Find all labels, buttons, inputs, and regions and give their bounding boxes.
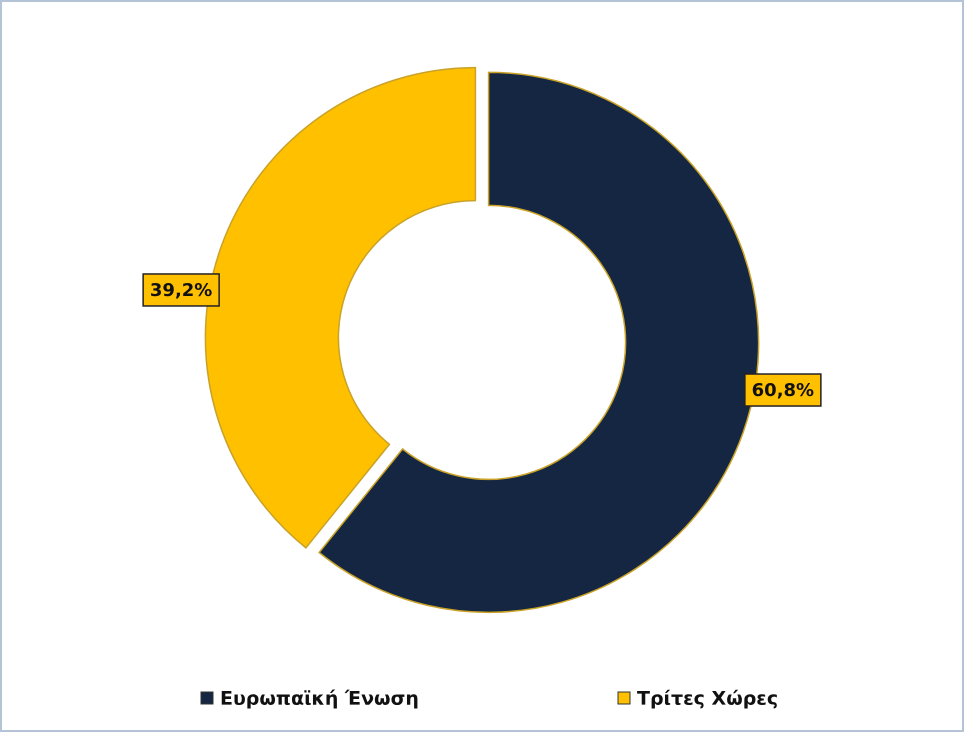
legend-label: Τρίτες Χώρες bbox=[637, 688, 778, 710]
data-label-box bbox=[142, 273, 220, 307]
legend-marker bbox=[200, 691, 214, 705]
donut-segment bbox=[204, 66, 477, 549]
data-label-box bbox=[744, 373, 822, 407]
legend-marker bbox=[617, 691, 631, 705]
data-label: 60,8% bbox=[752, 380, 814, 401]
donut-segment bbox=[318, 71, 760, 613]
data-label: 39,2% bbox=[150, 280, 212, 301]
legend-label: Ευρωπαϊκή Ένωση bbox=[220, 688, 419, 710]
